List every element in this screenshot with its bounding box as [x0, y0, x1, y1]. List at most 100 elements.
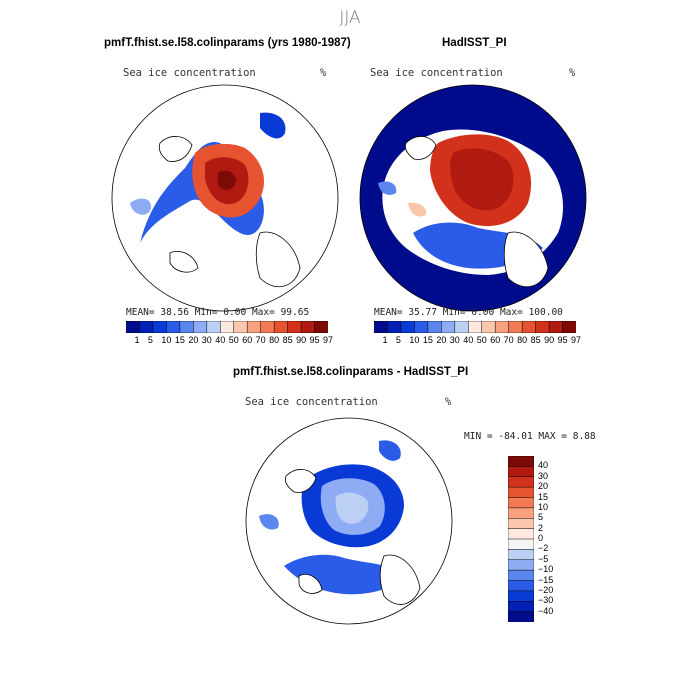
- panel3-colorbar-tick: −20: [538, 584, 554, 595]
- panel1-colorbar-tick: 40: [215, 335, 226, 345]
- panel1-variable: Sea ice concentration: [123, 67, 256, 79]
- panel1-colorbar-tick: 70: [255, 335, 266, 345]
- panel2-stats: MEAN= 35.77 Min= 0.00 Max= 100.00: [374, 307, 563, 318]
- panel1-colorbar-ticks: 1 5 10 15 20 30 40 50 60 70 80 85 90 95 97: [126, 335, 333, 347]
- panel2-colorbar-tick: 70: [503, 335, 514, 345]
- panel1-colorbar-tick: 85: [282, 335, 293, 345]
- panel3-colorbar-tick: 20: [538, 481, 549, 492]
- panel1-colorbar-tick: 20: [188, 335, 199, 345]
- panel1-colorbar-swatch: [152, 321, 167, 333]
- panel1-max-label: Max=: [251, 307, 275, 318]
- panel1-min-value: 0.00: [223, 307, 247, 318]
- panel3-colorbar-swatch: [508, 486, 534, 499]
- panel1-colorbar-swatch: [260, 321, 275, 333]
- panel2-polar-map: [359, 84, 587, 312]
- panel3-stats: MIN = -84.01 MAX = 8.88: [464, 431, 596, 442]
- panel3-variable: Sea ice concentration: [245, 396, 378, 408]
- panel3-colorbar-swatch: [508, 456, 534, 467]
- panel2-colorbar-tick: 85: [530, 335, 541, 345]
- panel2-colorbar-ticks: 1 5 10 15 20 30 40 50 60 70 80 85 90 95 97: [374, 335, 581, 347]
- panel2-colorbar-tick: 60: [490, 335, 501, 345]
- panel3-colorbar-tick: −15: [538, 574, 554, 585]
- panel2-colorbar-swatch: [562, 321, 576, 333]
- panel3-colorbar-tick: 2: [538, 522, 544, 533]
- panel2-colorbar-tick: 1: [382, 335, 388, 345]
- panel2-colorbar-swatch: [535, 321, 550, 333]
- panel1-stats: MEAN= 38.56 Min= 0.00 Max= 99.65: [126, 307, 309, 318]
- panel2-colorbar-swatch: [481, 321, 496, 333]
- panel3-colorbar-swatch: [508, 580, 534, 592]
- panel2-colorbar-swatch: [508, 321, 523, 333]
- panel2-colorbar-swatch: [494, 321, 510, 333]
- panel3-colorbar-tick: 15: [538, 491, 549, 502]
- panel2-min-value: 0.00: [471, 307, 495, 318]
- panel1-colorbar-tick: 97: [323, 335, 334, 345]
- panel3-polar-map: [245, 417, 453, 625]
- panel2-max-value: 100.00: [528, 307, 563, 318]
- panel1-colorbar-swatch: [220, 321, 235, 333]
- panel1-colorbar-tick: 60: [242, 335, 253, 345]
- panel3-colorbar-swatch: [508, 569, 534, 582]
- panel1-colorbar-swatch: [193, 321, 208, 333]
- panel1-colorbar-swatch: [126, 321, 141, 333]
- panel1-colorbar-tick: 10: [161, 335, 172, 345]
- panel1-colorbar-swatch: [233, 321, 248, 333]
- panel3-colorbar-swatch: [508, 559, 534, 571]
- panel1-colorbar-swatch: [287, 321, 302, 333]
- panel2-title: HadISST_PI: [442, 37, 507, 49]
- panel3-colorbar-tick: −30: [538, 595, 554, 606]
- panel2-colorbar-swatch: [521, 321, 537, 333]
- panel2-units: %: [569, 67, 576, 79]
- panel3-colorbar-tick: 10: [538, 501, 549, 512]
- panel3-colorbar-tick: 5: [538, 512, 544, 523]
- panel1-colorbar-tick: 90: [296, 335, 307, 345]
- panel3-colorbar-tick: 0: [538, 533, 544, 543]
- panel2-colorbar: [374, 321, 576, 333]
- panel2-colorbar-tick: 15: [422, 335, 433, 345]
- panel1-max-value: 99.65: [280, 307, 310, 318]
- panel3-colorbar-tick: −10: [538, 564, 554, 575]
- panel3-min-value: -84.01: [498, 431, 533, 442]
- panel2-colorbar-swatch: [468, 321, 483, 333]
- panel1-colorbar-tick: 1: [134, 335, 140, 345]
- panel2-colorbar-tick: 80: [517, 335, 528, 345]
- panel1-colorbar-tick: 15: [174, 335, 185, 345]
- panel1-colorbar-swatch: [139, 321, 154, 333]
- panel1-colorbar-tick: 50: [228, 335, 239, 345]
- panel1-units: %: [320, 67, 327, 79]
- panel3-colorbar-swatch: [508, 611, 534, 622]
- panel3-colorbar-tick: 30: [538, 470, 549, 481]
- panel3-min-label: MIN =: [464, 431, 493, 442]
- panel2-colorbar-swatch: [454, 321, 469, 333]
- panel3-colorbar-swatch: [508, 497, 534, 509]
- panel1-colorbar: [126, 321, 328, 333]
- panel2-variable: Sea ice concentration: [370, 67, 503, 79]
- panel3-colorbar-swatch: [508, 507, 534, 519]
- panel3-title: pmfT.fhist.se.l58.colinparams - HadISST_…: [233, 366, 469, 378]
- panel2-colorbar-tick: 50: [476, 335, 487, 345]
- panel2-colorbar-swatch: [400, 321, 415, 333]
- panel2-colorbar-tick: 40: [463, 335, 474, 345]
- panel1-colorbar-swatch: [314, 321, 328, 333]
- panel2-max-label: Max=: [499, 307, 523, 318]
- panel3-max-label: MAX =: [538, 431, 568, 442]
- panel2-colorbar-tick: 30: [449, 335, 460, 345]
- panel3-colorbar-tick: −2: [538, 543, 549, 554]
- panel3-max-value: 8.88: [572, 431, 596, 442]
- panel1-colorbar-tick: 30: [201, 335, 212, 345]
- panel1-colorbar-swatch: [246, 321, 262, 333]
- panel2-min-label: Min=: [442, 307, 466, 318]
- panel3-colorbar-swatch: [508, 549, 534, 561]
- panel3-colorbar-tick: 40: [538, 460, 549, 471]
- panel3-colorbar-swatch: [508, 476, 534, 488]
- panel2-colorbar-swatch: [374, 321, 389, 333]
- panel2-mean-label: MEAN=: [374, 307, 403, 318]
- panel2-colorbar-swatch: [414, 321, 429, 333]
- panel3-colorbar-tick: −5: [538, 553, 549, 564]
- panel3-colorbar-swatch: [508, 601, 534, 613]
- panel3-colorbar: [508, 456, 534, 622]
- panel3-colorbar-swatch: [508, 590, 534, 602]
- panel2-colorbar-swatch: [548, 321, 564, 333]
- panel1-colorbar-swatch: [166, 321, 181, 333]
- panel3-colorbar-swatch: [508, 528, 534, 540]
